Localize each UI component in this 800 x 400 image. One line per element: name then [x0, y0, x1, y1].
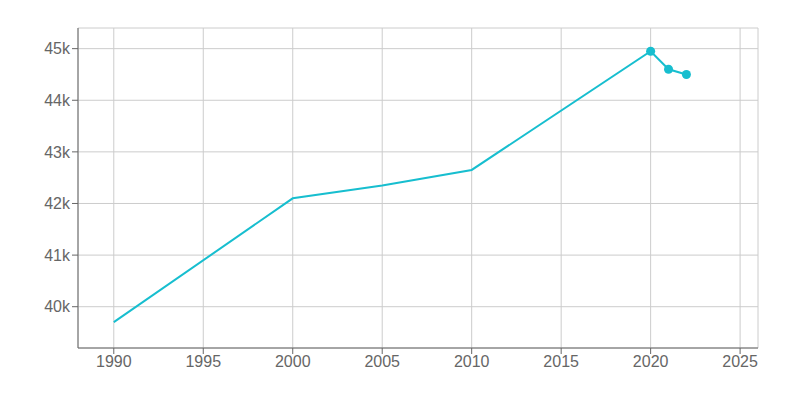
- svg-text:41k: 41k: [44, 247, 71, 264]
- svg-text:2000: 2000: [275, 353, 311, 370]
- svg-text:45k: 45k: [44, 40, 71, 57]
- svg-text:40k: 40k: [44, 298, 71, 315]
- svg-text:2015: 2015: [543, 353, 579, 370]
- svg-text:1995: 1995: [185, 353, 221, 370]
- svg-text:1990: 1990: [96, 353, 132, 370]
- svg-text:2020: 2020: [633, 353, 669, 370]
- svg-text:2005: 2005: [364, 353, 400, 370]
- svg-text:2010: 2010: [454, 353, 490, 370]
- svg-text:44k: 44k: [44, 92, 71, 109]
- svg-text:42k: 42k: [44, 195, 71, 212]
- svg-text:2025: 2025: [722, 353, 758, 370]
- svg-text:43k: 43k: [44, 144, 71, 161]
